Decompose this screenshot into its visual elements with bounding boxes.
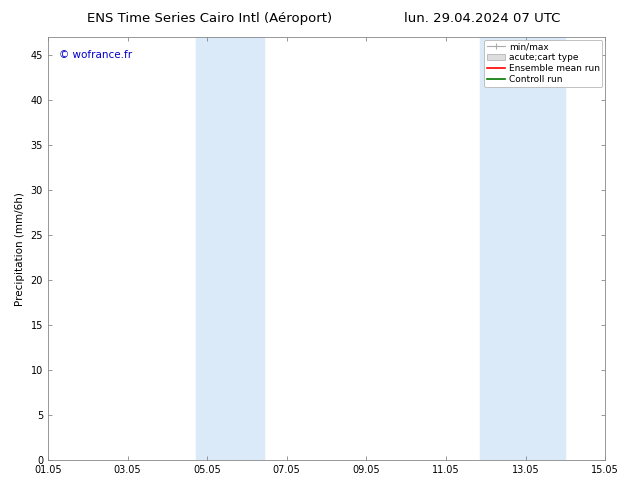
Bar [480,37,566,460]
Bar [195,37,264,460]
Text: lun. 29.04.2024 07 UTC: lun. 29.04.2024 07 UTC [404,12,560,25]
Text: © wofrance.fr: © wofrance.fr [59,50,132,60]
Text: ENS Time Series Cairo Intl (Aéroport): ENS Time Series Cairo Intl (Aéroport) [87,12,332,25]
Legend: min/max, acute;cart type, Ensemble mean run, Controll run: min/max, acute;cart type, Ensemble mean … [484,40,602,87]
Y-axis label: Precipitation (mm/6h): Precipitation (mm/6h) [15,192,25,306]
